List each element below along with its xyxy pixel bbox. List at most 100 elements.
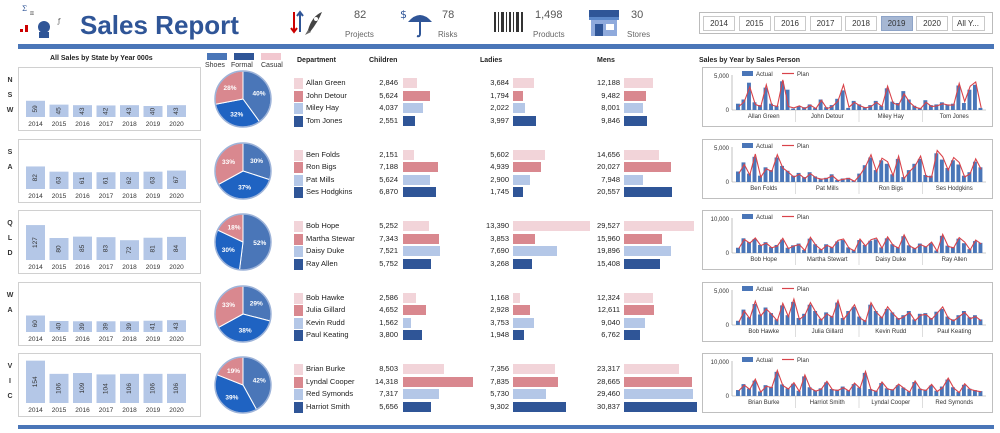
actual-bar <box>835 241 840 253</box>
ladies-bar <box>513 389 546 400</box>
year-button-2016[interactable]: 2016 <box>774 16 806 31</box>
actual-bar <box>939 386 944 396</box>
bar-2016 <box>73 171 92 189</box>
sales-person-row: Brian Burke 8,503 7,356 23,317 <box>294 363 694 375</box>
pie-slice-label: 37% <box>238 184 251 191</box>
year-button-2018[interactable]: 2018 <box>845 16 877 31</box>
actual-bar <box>923 100 928 110</box>
actual-bar <box>967 171 972 182</box>
year-tick-label: 2019 <box>146 407 161 414</box>
sales-person-axis-label: Ben Folds <box>750 186 777 192</box>
children-bar <box>403 305 426 316</box>
actual-bar <box>967 89 972 110</box>
actual-bar <box>873 390 878 396</box>
mens-bar <box>624 330 640 341</box>
actual-bar <box>912 163 917 182</box>
sales-person-axis-label: Harriot Smith <box>810 400 845 406</box>
pie-outline <box>214 70 272 128</box>
actual-bar <box>972 314 977 325</box>
bar-2015 <box>49 373 69 403</box>
year-button-2014[interactable]: 2014 <box>703 16 735 31</box>
sales-person-axis-label: Miley Hay <box>878 114 904 120</box>
actual-bar <box>862 107 867 110</box>
sales-person-name: Pat Mills <box>306 174 335 184</box>
ladies-value: 9,302 <box>490 401 509 411</box>
year-button-ally[interactable]: All Y... <box>951 16 985 31</box>
year-button-2020[interactable]: 2020 <box>916 16 948 31</box>
children-bar <box>403 317 411 328</box>
year-tick-label: 2016 <box>75 121 90 128</box>
state-sales-heading: All Sales by State by Year 000s <box>50 55 153 62</box>
children-bar <box>403 233 439 244</box>
bar-value-label: 39 <box>103 322 110 330</box>
children-heading: Children <box>369 57 398 64</box>
sales-person-row: Ses Hodgkins 6,870 1,745 20,557 <box>294 186 694 199</box>
mens-bar <box>624 78 653 88</box>
ladies-bar <box>513 330 525 341</box>
header: Σ π ƒ Sales Report 82 Projects $ 78 Risk… <box>0 0 1000 44</box>
sales-person-heading: Sales by Year by Sales Person <box>699 57 801 64</box>
year-tick-label: 2019 <box>146 121 161 128</box>
row-color-marker <box>294 162 303 174</box>
state-letter: S <box>7 148 13 156</box>
state-letter: W <box>6 107 14 114</box>
bar-2019 <box>143 106 163 117</box>
year-button-2017[interactable]: 2017 <box>809 16 842 31</box>
sales-person-name: Bob Hope <box>306 221 340 230</box>
actual-bar <box>835 179 840 182</box>
actual-bar <box>950 387 955 396</box>
sales-person-axis-label: Ron Bigs <box>879 186 903 192</box>
year-tick-label: 2015 <box>52 121 67 128</box>
bar-2014 <box>26 315 45 332</box>
pie-slice-label: 38% <box>239 327 252 334</box>
year-tick-label: 2020 <box>169 264 184 271</box>
sales-person-axis-label: Ray Allen <box>942 257 967 263</box>
mens-bar <box>624 221 694 231</box>
sales-person-name: Daisy Duke <box>306 246 345 256</box>
actual-bar <box>928 243 933 253</box>
ladies-bar <box>513 162 542 173</box>
department-table-nsw: Allan Green 2,846 3,684 12,188 John Detour 5,… <box>294 77 694 131</box>
year-button-2019[interactable]: 2019 <box>880 16 913 31</box>
actual-bar <box>945 167 950 182</box>
kpi-projects-value: 82 <box>354 9 367 21</box>
ladies-bar <box>513 149 545 160</box>
state-letter: V <box>7 363 13 370</box>
legend-actual-swatch <box>742 357 753 362</box>
actual-bar <box>851 384 856 396</box>
actual-bar <box>769 103 773 110</box>
state-bar-chart-sa: 82 2014 63 2015 61 2016 61 2017 62 2018 63 2019 67 20… <box>18 138 201 203</box>
y-tick-label: 5,000 <box>714 289 730 295</box>
mens-value: 12,188 <box>597 78 620 87</box>
ladies-bar <box>513 305 530 316</box>
actual-bar <box>895 317 900 325</box>
actual-bar <box>802 249 807 253</box>
actual-bar <box>923 312 928 325</box>
actual-bar <box>978 318 983 325</box>
actual-bar <box>791 245 796 253</box>
bar-value-label: 80 <box>56 245 63 253</box>
legend-actual-label: Actual <box>756 215 773 221</box>
bar-value-label: 40 <box>56 322 63 330</box>
year-tick-label: 2019 <box>146 264 161 271</box>
children-value: 3,800 <box>379 330 398 340</box>
actual-bar <box>851 306 856 325</box>
legend-actual-label: Actual <box>756 144 773 150</box>
actual-bar <box>752 380 757 396</box>
sales-person-row: Pat Mills 5,624 2,900 7,948 <box>294 174 694 186</box>
sales-person-name: Ses Hodgkins <box>306 187 353 197</box>
actual-bar <box>846 310 851 325</box>
sales-person-chart-nsw: 5,000 0 Actual Plan Allan Green John Detour Mi… <box>702 67 993 127</box>
children-bar <box>403 330 422 341</box>
kpi-risks-label: Risks <box>438 30 458 39</box>
ladies-value: 1,794 <box>490 90 509 100</box>
actual-bar <box>763 166 768 182</box>
legend-plan-label: Plan <box>797 144 809 150</box>
actual-bar <box>813 175 818 182</box>
actual-bar <box>950 318 955 325</box>
legend-plan-label: Plan <box>797 72 809 78</box>
actual-bar <box>741 99 746 110</box>
bar-2017 <box>96 374 116 403</box>
year-button-2015[interactable]: 2015 <box>738 16 771 31</box>
